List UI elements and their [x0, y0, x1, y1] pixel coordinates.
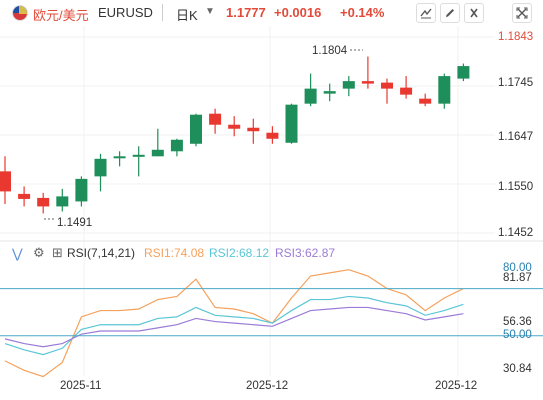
- rsi-title[interactable]: RSI(7,14,21): [67, 246, 136, 260]
- candle-body: [285, 104, 298, 143]
- low-annotation: 1.1491: [44, 217, 92, 229]
- instrument-name[interactable]: 欧元/美元: [33, 8, 89, 23]
- chart-grid: [0, 26, 495, 376]
- rsi-lines: [4, 269, 464, 378]
- price-label: 1.1452: [498, 227, 534, 239]
- chart-header: 欧元/美元 EURUSD 日K ▼ 1.1777 +0.0016 +0.14%: [0, 0, 543, 26]
- rsi-legend: ⋁ ⚙ ⊞ RSI(7,14,21) RSI1:74.08 RSI2:68.12…: [0, 244, 543, 262]
- candle-body: [113, 156, 126, 159]
- edit-icon[interactable]: [440, 3, 460, 23]
- high-annotation: 1.1804: [312, 45, 363, 57]
- candle-body: [400, 87, 413, 95]
- period-selector[interactable]: 日K: [176, 8, 198, 23]
- rsi-levels: [0, 288, 543, 337]
- expand-icon[interactable]: [512, 3, 532, 23]
- candle-body: [151, 149, 164, 157]
- candle-body: [438, 76, 451, 104]
- candle-body: [75, 178, 88, 202]
- rsi3-value: RSI3:62.87: [275, 246, 336, 260]
- candle-body: [132, 154, 145, 157]
- candle-body: [228, 124, 241, 129]
- candle-body: [342, 81, 355, 89]
- price-label: 1.1550: [498, 181, 534, 193]
- caret-down-icon[interactable]: ▼: [205, 6, 215, 17]
- candle-body: [419, 98, 432, 104]
- collapse-icon[interactable]: ⋁: [12, 246, 23, 261]
- eye-icon[interactable]: [464, 3, 484, 23]
- rsi-level-label: 80.00: [503, 262, 532, 274]
- price-change-percent: +0.14%: [340, 5, 385, 20]
- last-price: 1.1777: [226, 5, 266, 20]
- rsi-axis-label: 30.84: [503, 363, 532, 375]
- add-indicator-icon[interactable]: ⊞: [52, 245, 63, 260]
- rsi2-value: RSI2:68.12: [209, 246, 270, 260]
- candle-body: [361, 81, 374, 84]
- header-divider: [162, 4, 163, 21]
- price-change: +0.0016: [274, 5, 322, 20]
- time-label: 2025-12: [246, 380, 289, 392]
- time-label: 2025-11: [60, 380, 102, 392]
- candle-body: [457, 66, 470, 79]
- rsi-line-rsi2: [4, 295, 464, 356]
- candle-body: [209, 113, 222, 125]
- candle-body: [0, 171, 11, 192]
- candle-body: [304, 88, 317, 104]
- low-label: 1.1491: [57, 217, 92, 229]
- rsi-axis-label: 81.87: [503, 272, 532, 284]
- candle-body: [18, 193, 31, 199]
- time-label: 2025-12: [435, 380, 478, 392]
- price-label: 1.1647: [498, 131, 534, 143]
- line-tool-icon[interactable]: [416, 3, 436, 23]
- high-label: 1.1804: [312, 45, 348, 57]
- candle-body: [266, 132, 279, 139]
- candle-body: [190, 114, 202, 144]
- eu-us-flag-icon: [12, 5, 28, 21]
- instrument-symbol: EURUSD: [98, 5, 153, 20]
- candle-body: [37, 197, 50, 207]
- candle-body: [247, 127, 260, 132]
- rsi-axis-label: 56.36: [503, 316, 532, 328]
- candle-body: [170, 139, 183, 152]
- candles-group: [0, 56, 470, 214]
- candle-body: [323, 91, 336, 94]
- settings-icon[interactable]: ⚙: [33, 245, 45, 260]
- price-label-current: 1.1843: [498, 31, 534, 43]
- rsi-level-label: 50.00: [503, 329, 532, 341]
- rsi-line-rsi3: [4, 306, 464, 348]
- price-label: 1.1745: [498, 77, 534, 89]
- candle-body: [94, 158, 107, 177]
- rsi1-value: RSI1:74.08: [144, 246, 205, 260]
- candle-body: [381, 82, 393, 89]
- candle-body: [56, 196, 69, 207]
